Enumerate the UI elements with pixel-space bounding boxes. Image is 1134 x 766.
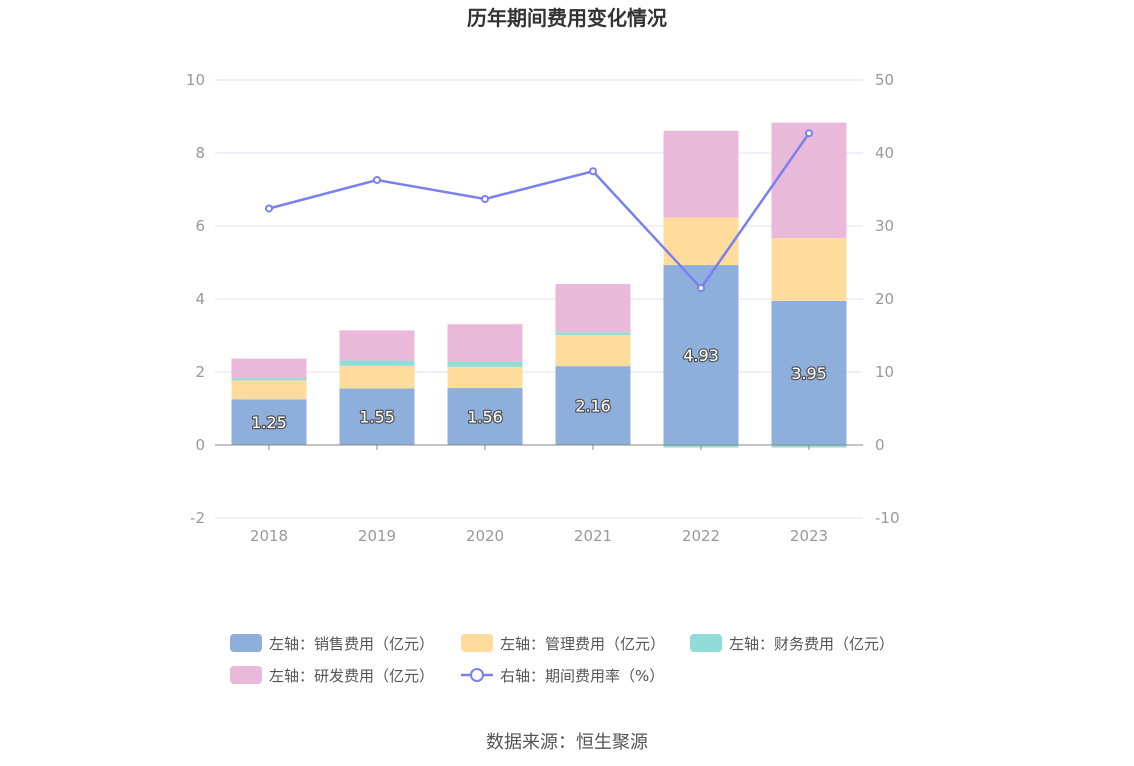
x-tick-label: 2023 [790, 527, 828, 545]
bar-segment [555, 332, 631, 336]
legend-marker [470, 668, 484, 682]
x-tick-label: 2020 [466, 527, 504, 545]
y-right-tick-label: 40 [875, 144, 894, 162]
rate-line [265, 129, 813, 293]
bar-segment [663, 217, 739, 266]
y-left-tick-label: 10 [186, 71, 205, 89]
legend-label: 左轴：管理费用（亿元） [500, 635, 665, 653]
bar-segment [339, 330, 415, 361]
rate-line-path [268, 132, 811, 291]
bar-segment [339, 388, 415, 445]
x-tick-label: 2018 [250, 527, 288, 545]
rate-point [481, 194, 489, 203]
data-labels: 1.25 1.55 1.56 2.16 4.93 3.95 [250, 345, 828, 434]
rate-point [697, 284, 705, 293]
data-source: 数据来源：恒生聚源 [486, 732, 648, 753]
x-tick-label: 2019 [358, 527, 396, 545]
bar-segment [447, 361, 523, 367]
y-right-tick-label: 50 [875, 71, 894, 89]
data-label: 1.25 [251, 413, 287, 432]
bar-segment [339, 360, 415, 366]
bar-segment [663, 130, 739, 218]
y-left-tick-label: 6 [195, 217, 205, 235]
bar-segment [339, 365, 415, 389]
bars [231, 122, 847, 448]
legend-label: 左轴：研发费用（亿元） [269, 667, 434, 685]
bar-segment [447, 388, 523, 445]
y-left-tick-label: -2 [190, 509, 205, 527]
rate-point [805, 129, 813, 138]
rate-point [589, 167, 597, 176]
data-label: 4.93 [683, 346, 719, 365]
bar-segment [771, 238, 847, 301]
legend-label: 左轴：销售费用（亿元） [269, 635, 434, 653]
data-label: 2.16 [575, 397, 611, 416]
grid [215, 79, 863, 519]
data-label: 1.55 [359, 408, 395, 427]
data-label: 1.56 [467, 408, 503, 427]
legend-swatch [230, 634, 262, 652]
rate-point [265, 204, 273, 213]
x-tick-label: 2021 [574, 527, 612, 545]
bar-segment [555, 335, 631, 367]
y-right-tick-label: 10 [875, 363, 894, 381]
legend-swatch [690, 634, 722, 652]
bar-segment [447, 324, 523, 362]
legend-label: 右轴：期间费用率（%） [500, 667, 664, 685]
legend-label: 左轴：财务费用（亿元） [729, 635, 894, 653]
y-right-tick-label: -10 [875, 509, 900, 527]
x-tick-label: 2022 [682, 527, 720, 545]
axes: -2 0 2 4 6 8 10 -10 0 10 20 30 40 50 2018 2019 2020 2021 2… [186, 71, 900, 545]
bar-segment [231, 380, 307, 400]
bar-segment [771, 122, 847, 239]
y-left-tick-label: 8 [195, 144, 205, 162]
chart-title: 历年期间费用变化情况 [467, 6, 667, 30]
bar-segment [447, 366, 523, 389]
y-left-tick-label: 4 [195, 290, 205, 308]
bar-segment [231, 378, 307, 381]
data-label: 3.95 [791, 364, 827, 383]
bar-segment [555, 284, 631, 333]
bar-segment [771, 300, 847, 445]
y-left-tick-label: 0 [195, 436, 205, 454]
bar-segment [231, 358, 307, 379]
legend-swatch [461, 634, 493, 652]
legend[interactable]: 左轴：销售费用（亿元） 左轴：管理费用（亿元） 左轴：财务费用（亿元） 左轴：研发费用… [230, 634, 894, 685]
rate-point [373, 176, 381, 185]
y-right-tick-label: 0 [875, 436, 885, 454]
bar-segment [663, 265, 739, 445]
bar-segment [555, 366, 631, 445]
y-left-tick-label: 2 [195, 363, 205, 381]
y-right-tick-label: 30 [875, 217, 894, 235]
legend-swatch [230, 666, 262, 684]
y-right-tick-label: 20 [875, 290, 894, 308]
bar-segment [231, 399, 307, 445]
